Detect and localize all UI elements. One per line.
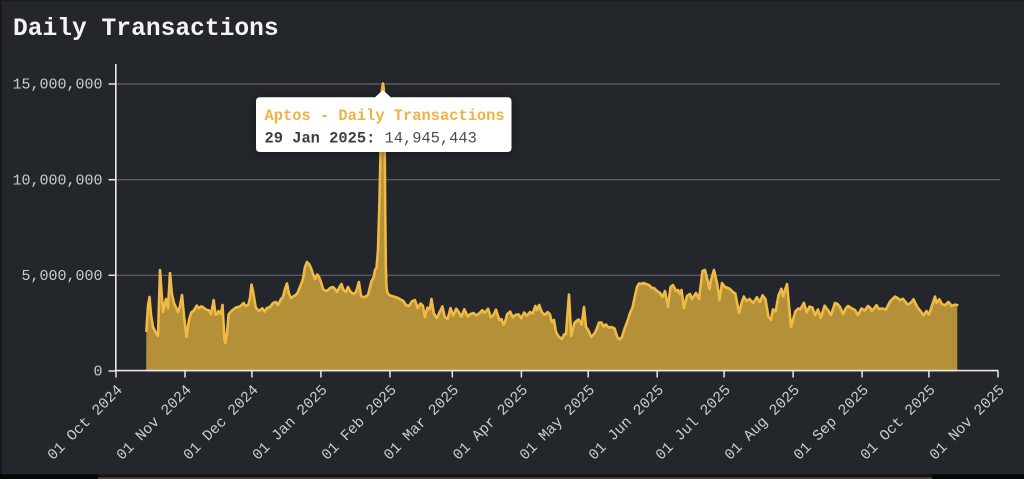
svg-text:Aptos - Daily Transactions: Aptos - Daily Transactions (265, 107, 505, 125)
svg-text:0: 0 (93, 364, 102, 381)
svg-text:14,945,443: 14,945,443 (385, 130, 477, 148)
svg-text:29 Jan 2025:: 29 Jan 2025: (265, 130, 376, 148)
svg-text:5,000,000: 5,000,000 (21, 268, 102, 285)
svg-text:Daily Transactions: Daily Transactions (13, 16, 279, 43)
svg-text:10,000,000: 10,000,000 (12, 172, 102, 189)
svg-text:15,000,000: 15,000,000 (12, 77, 102, 94)
